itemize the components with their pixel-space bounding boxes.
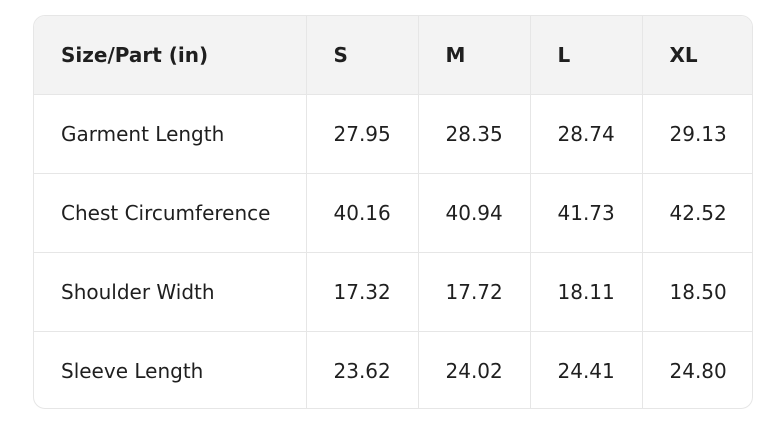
table-row: Chest Circumference 40.16 40.94 41.73 42.52 [34, 173, 752, 253]
row-label: Garment Length [34, 94, 307, 174]
table-row: Shoulder Width 17.32 17.72 18.11 18.50 [34, 252, 752, 332]
table-row: Sleeve Length 23.62 24.02 24.41 24.80 [34, 331, 752, 408]
header-cell: M [418, 16, 531, 95]
cell: 24.02 [418, 331, 531, 408]
table-body: Garment Length 27.95 28.35 28.74 29.13 Chest … [34, 94, 752, 408]
row-label: Chest Circumference [34, 173, 307, 253]
cell: 28.74 [530, 94, 643, 174]
header-cell: L [530, 16, 643, 95]
cell: 17.32 [306, 252, 419, 332]
cell: 24.41 [530, 331, 643, 408]
cell: 23.62 [306, 331, 419, 408]
table-row: Garment Length 27.95 28.35 28.74 29.13 [34, 94, 752, 174]
header-cell: Size/Part (in) [34, 16, 307, 95]
size-table-card: Size/Part (in) S M L XL Garment Length 27.95 2… [33, 15, 753, 409]
cell: 29.13 [642, 94, 752, 174]
header-row: Size/Part (in) S M L XL [34, 16, 752, 95]
cell: 18.11 [530, 252, 643, 332]
cell: 40.94 [418, 173, 531, 253]
cell: 28.35 [418, 94, 531, 174]
row-label: Shoulder Width [34, 252, 307, 332]
size-table: Size/Part (in) S M L XL Garment Length 27.95 2… [34, 16, 752, 408]
cell: 40.16 [306, 173, 419, 253]
cell: 24.80 [669, 359, 727, 383]
row-label: Sleeve Length [34, 331, 307, 408]
cell: 42.52 [642, 173, 752, 253]
header-cell: S [306, 16, 419, 95]
table-header: Size/Part (in) S M L XL [34, 16, 752, 95]
header-cell: XL [642, 16, 752, 95]
cell: 27.95 [306, 94, 419, 174]
cell: 17.72 [418, 252, 531, 332]
cell: 41.73 [530, 173, 643, 253]
cell: 18.50 [642, 252, 752, 332]
